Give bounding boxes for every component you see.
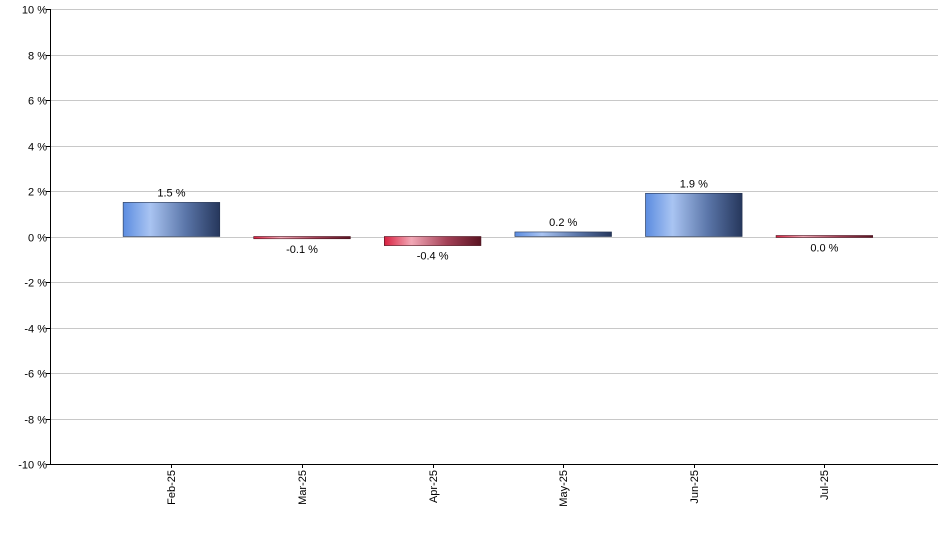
y-tick-label: 0 % — [28, 233, 47, 245]
y-tick-label: 8 % — [28, 51, 47, 63]
y-tick-label: -2 % — [24, 278, 47, 290]
data-label: 0.0 % — [810, 243, 838, 255]
y-tick-labels: 10 % 8 % 6 % 4 % 2 % 0 % -2 % -4 % -6 % -8 % -10 % — [18, 5, 47, 472]
data-label: 0.2 % — [549, 217, 577, 229]
y-tick-label: -4 % — [24, 324, 47, 336]
x-tick-labels: Feb-25 Mar-25 Apr-25 May-25 Jun-25 Jul-25 — [166, 470, 831, 507]
data-label: -0.4 % — [417, 251, 449, 263]
data-label: 1.9 % — [680, 178, 708, 190]
x-tick-label: Mar-25 — [297, 470, 309, 505]
y-tick-label: 10 % — [22, 5, 47, 17]
x-tick-label: Apr-25 — [428, 470, 440, 503]
x-tick-label: Jun-25 — [689, 470, 701, 504]
bar-jul-25 — [775, 235, 874, 238]
bar-feb-25 — [122, 202, 221, 237]
data-label: -0.1 % — [286, 244, 318, 256]
x-tick-label: Feb-25 — [166, 470, 178, 505]
bar-jun-25 — [645, 192, 743, 237]
bar-apr-25 — [384, 236, 482, 246]
data-labels: 1.5 % -0.1 % -0.4 % 0.2 % 1.9 % 0.0 % — [157, 178, 838, 262]
axes — [46, 9, 938, 468]
bars — [122, 192, 874, 246]
bar-mar-25 — [253, 236, 351, 240]
y-tick-label: -10 % — [18, 460, 47, 472]
y-tick-label: -8 % — [24, 415, 47, 427]
bar-may-25 — [514, 231, 612, 237]
y-tick-label: 6 % — [28, 96, 47, 108]
x-tick-label: Jul-25 — [819, 470, 831, 500]
y-tick-label: 2 % — [28, 187, 47, 199]
y-tick-label: 4 % — [28, 142, 47, 154]
x-tick-label: May-25 — [558, 470, 570, 507]
data-label: 1.5 % — [157, 187, 185, 199]
y-tick-label: -6 % — [24, 369, 47, 381]
